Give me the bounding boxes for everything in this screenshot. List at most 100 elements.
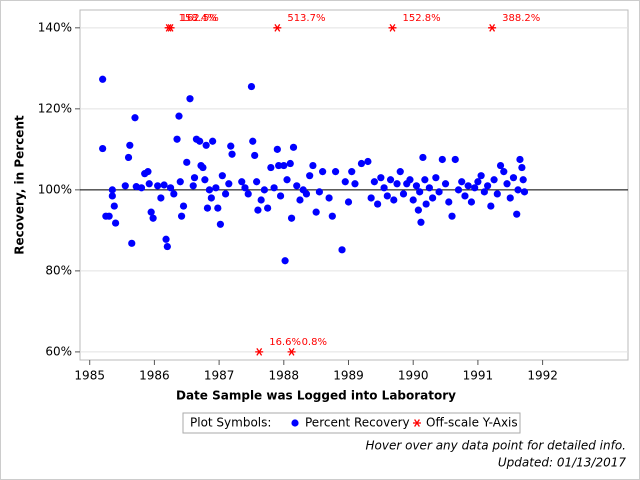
point (370, 178, 378, 186)
point (244, 190, 252, 198)
point (518, 163, 526, 172)
point (287, 214, 296, 222)
point (383, 192, 391, 200)
point (202, 141, 210, 149)
point (225, 180, 233, 188)
point (176, 178, 184, 186)
point (474, 178, 482, 186)
point (500, 168, 508, 176)
offscale-label: 0.8% (302, 337, 327, 348)
legend-symbol (291, 419, 299, 427)
legend-label: Percent Recovery (305, 416, 410, 430)
point (306, 172, 314, 180)
point (267, 163, 275, 172)
point (249, 137, 257, 145)
point (218, 172, 226, 180)
point (325, 194, 333, 202)
x-tick-label: 1989 (333, 369, 364, 383)
point (302, 190, 311, 198)
point (458, 178, 466, 186)
point (238, 178, 246, 186)
point (477, 172, 485, 180)
point (157, 194, 165, 202)
offscale-label: 388.2% (502, 13, 540, 24)
point (520, 188, 529, 196)
point (170, 190, 178, 198)
point (422, 200, 430, 208)
point (173, 135, 181, 143)
offscale-label: 152.8% (402, 13, 440, 24)
plot-area (79, 9, 629, 361)
point (196, 137, 204, 145)
point (289, 143, 298, 151)
y-axis-title: Recovery, in Percent (13, 115, 27, 255)
point (207, 194, 215, 202)
offscale-label: 162.5% (181, 13, 219, 24)
x-tick-label: 1991 (463, 369, 494, 383)
point (228, 150, 236, 158)
point (503, 180, 511, 188)
point (425, 184, 433, 192)
point (275, 161, 283, 170)
point (319, 168, 327, 176)
point (417, 218, 425, 226)
point (467, 198, 476, 206)
x-tick-label: 1985 (74, 369, 105, 383)
x-tick-label: 1988 (269, 369, 300, 383)
point (175, 112, 183, 120)
point (149, 214, 157, 222)
point (396, 168, 404, 176)
legend-label: Off-scale Y-Axis (426, 416, 518, 430)
x-tick-label: 1990 (398, 369, 429, 383)
point (438, 155, 446, 164)
offscale-point (255, 348, 264, 356)
point (199, 163, 207, 172)
point (273, 145, 281, 153)
point (227, 142, 235, 150)
point (414, 206, 422, 214)
point (409, 196, 417, 204)
point (344, 198, 353, 206)
point (357, 159, 366, 168)
point (126, 141, 134, 149)
point (464, 182, 472, 190)
offscale-point (166, 23, 175, 32)
point (331, 168, 340, 176)
point (160, 181, 168, 189)
point (419, 153, 427, 162)
point (448, 212, 456, 220)
y-tick-label: 60% (45, 344, 72, 358)
point (183, 158, 191, 166)
point (283, 176, 291, 184)
point (506, 194, 514, 202)
point (281, 257, 289, 265)
point (493, 190, 501, 198)
point (435, 188, 443, 196)
point (480, 188, 488, 196)
point (189, 182, 197, 190)
point (144, 168, 152, 176)
point (251, 151, 259, 160)
point (445, 198, 453, 206)
point (154, 182, 162, 190)
point (186, 95, 194, 103)
point (341, 178, 349, 186)
y-tick-label: 140% (38, 20, 72, 34)
point (260, 186, 268, 194)
point (209, 137, 217, 145)
point (177, 212, 186, 220)
footnote: Updated: 01/13/2017 (498, 456, 626, 470)
y-tick-label: 80% (45, 263, 72, 277)
x-tick-label: 1992 (527, 369, 558, 383)
point (147, 208, 155, 216)
point (454, 186, 463, 194)
point (247, 82, 256, 91)
point (205, 186, 213, 194)
point (490, 176, 498, 184)
point (128, 239, 136, 247)
point (280, 161, 288, 170)
x-tick-label: 1987 (204, 369, 235, 383)
offscale-point (488, 23, 497, 32)
point (484, 182, 492, 190)
